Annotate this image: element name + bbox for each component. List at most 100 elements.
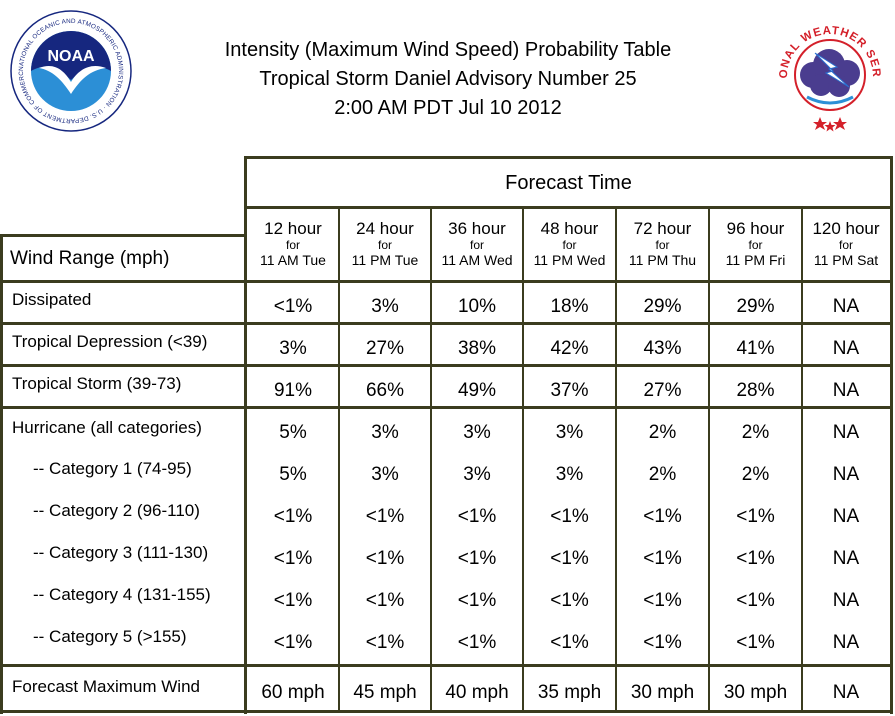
noaa-logo-text: NOAA	[47, 48, 95, 65]
table-cell: <1%	[457, 590, 497, 611]
nws-logo: NATIONAL WEATHER SERVICE	[771, 5, 886, 132]
column-for: for	[655, 238, 670, 252]
table-cell: <1%	[365, 506, 405, 527]
column-separator	[522, 207, 524, 713]
table-cell: NA	[832, 682, 860, 703]
table-cell: 5%	[279, 422, 307, 443]
column-when: 11 PM Tue	[351, 252, 419, 268]
table-cell: <1%	[457, 632, 497, 653]
table-cell: <1%	[643, 506, 682, 527]
table-cell: 43%	[643, 338, 682, 359]
page-title: Intensity (Maximum Wind Speed) Probabili…	[150, 36, 746, 123]
column-when: 11 PM Wed	[533, 252, 606, 268]
row-separator	[0, 322, 893, 325]
column-header: 120 hour for 11 PM Sat	[802, 209, 890, 279]
row-separator	[0, 710, 893, 713]
row-label: Tropical Storm (39-73)	[12, 374, 182, 393]
table-cell: 30 mph	[630, 682, 695, 703]
table-cell: 29%	[736, 296, 775, 317]
column-header: 96 hour for 11 PM Fri	[709, 209, 802, 279]
table-cell: <1%	[550, 548, 589, 569]
table-cell: 38%	[457, 338, 497, 359]
table-cell: 29%	[643, 296, 682, 317]
column-for: for	[285, 238, 300, 252]
table-border-right	[890, 156, 893, 714]
table-cell: 37%	[550, 380, 589, 401]
row-separator	[0, 364, 893, 367]
table-cell: 27%	[643, 380, 682, 401]
column-for: for	[748, 238, 763, 252]
table-border-left-block	[244, 156, 247, 714]
table-cell: 3%	[371, 464, 399, 485]
column-hour: 48 hour	[540, 219, 599, 238]
table-cell: <1%	[550, 632, 589, 653]
row-label: -- Category 1 (74-95)	[33, 459, 192, 478]
table-cell: <1%	[643, 632, 682, 653]
column-when: 11 AM Wed	[441, 252, 513, 268]
table-cell: NA	[832, 422, 860, 443]
row-label: -- Category 4 (131-155)	[33, 585, 211, 604]
table-cell: 18%	[550, 296, 589, 317]
column-header: 12 hour for 11 AM Tue	[247, 209, 339, 279]
table-cell: <1%	[273, 548, 313, 569]
table-cell: NA	[832, 590, 860, 611]
title-line-3: 2:00 AM PDT Jul 10 2012	[334, 97, 562, 119]
table-cell: NA	[832, 464, 860, 485]
table-cell: NA	[832, 380, 860, 401]
table-cell: 10%	[457, 296, 497, 317]
table-cell: 66%	[365, 380, 405, 401]
table-cell: NA	[832, 548, 860, 569]
table-cell: <1%	[643, 590, 682, 611]
column-for: for	[838, 238, 853, 252]
table-cell: <1%	[365, 548, 405, 569]
table-cell: 42%	[550, 338, 589, 359]
column-when: 11 PM Sat	[813, 252, 879, 268]
column-header: 72 hour for 11 PM Thu	[616, 209, 709, 279]
table-cell: <1%	[550, 590, 589, 611]
table-cell: <1%	[365, 632, 405, 653]
table-cell: <1%	[273, 632, 313, 653]
table-cell: <1%	[550, 506, 589, 527]
table-cell: 45 mph	[353, 682, 417, 703]
column-for: for	[469, 238, 484, 252]
table-cell: 91%	[273, 380, 313, 401]
column-when: 11 PM Fri	[725, 252, 786, 268]
table-cell: 2%	[648, 464, 677, 485]
table-cell: <1%	[736, 632, 775, 653]
column-separator	[615, 207, 617, 713]
column-when: 11 AM Tue	[260, 252, 326, 268]
column-header: 36 hour for 11 AM Wed	[431, 209, 523, 279]
row-label: Tropical Depression (<39)	[12, 332, 208, 351]
table-cell: 2%	[741, 464, 770, 485]
column-hour: 36 hour	[448, 219, 506, 238]
table-cell: 41%	[736, 338, 775, 359]
table-cell: 40 mph	[445, 682, 509, 703]
table-cell: 2%	[648, 422, 677, 443]
table-cell: <1%	[643, 548, 682, 569]
row-label: Forecast Maximum Wind	[12, 677, 200, 696]
table-cell: <1%	[736, 548, 775, 569]
column-hour: 12 hour	[264, 219, 322, 238]
column-hour: 72 hour	[633, 219, 692, 238]
title-line-2: Tropical Storm Daniel Advisory Number 25	[259, 68, 637, 90]
table-cell: 3%	[371, 296, 399, 317]
table-cell: 3%	[463, 422, 491, 443]
column-when: 11 PM Thu	[628, 252, 697, 268]
table-border-left	[0, 234, 3, 714]
row-label: -- Category 3 (111-130)	[33, 543, 209, 562]
column-hour: 24 hour	[356, 219, 414, 238]
table-cell: <1%	[457, 548, 497, 569]
table-cell: <1%	[365, 590, 405, 611]
table-cell: 60 mph	[261, 682, 325, 703]
row-separator	[0, 406, 893, 409]
table-cell: <1%	[457, 506, 497, 527]
table-cell: <1%	[736, 590, 775, 611]
table-cell: NA	[832, 338, 860, 359]
table-cell: 3%	[555, 422, 584, 443]
column-for: for	[377, 238, 392, 252]
column-hour: 120 hour	[812, 219, 880, 238]
table-cell: NA	[832, 506, 860, 527]
column-separator	[708, 207, 710, 713]
column-header: 48 hour for 11 PM Wed	[523, 209, 616, 279]
title-line-1: Intensity (Maximum Wind Speed) Probabili…	[224, 39, 672, 61]
